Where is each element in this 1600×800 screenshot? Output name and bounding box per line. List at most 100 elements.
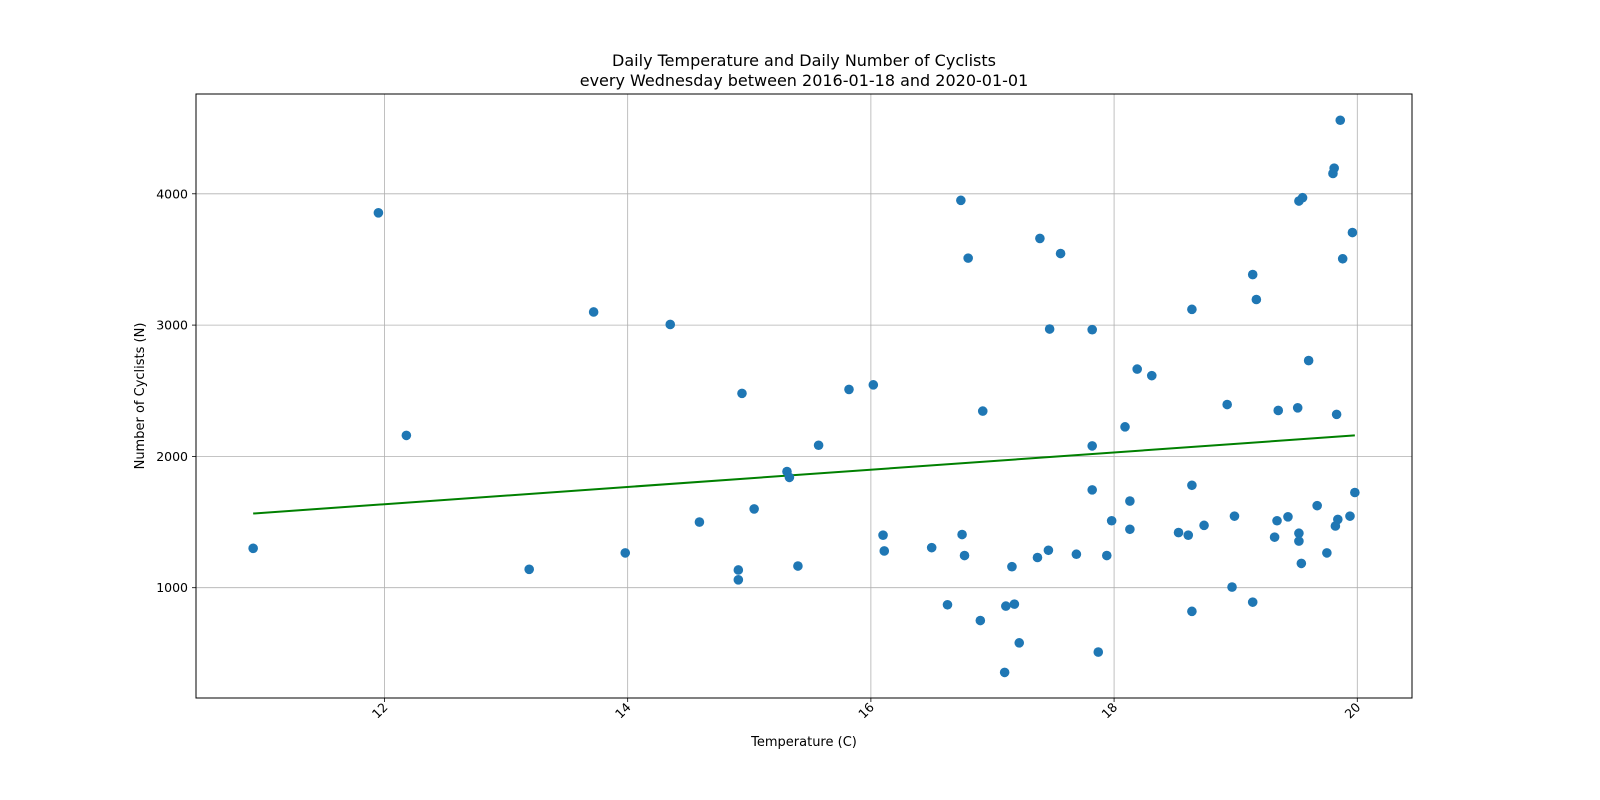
data-point [959,550,970,561]
data-point [1007,561,1017,572]
x-tick-label: 12 [369,700,391,722]
data-point [1032,552,1043,563]
data-point [1227,582,1237,592]
data-point [248,543,258,554]
data-point [1222,399,1232,410]
x-tick-label: 20 [1342,699,1364,721]
data-point [1347,227,1358,238]
data-point [1350,487,1360,498]
data-point [1294,536,1304,546]
data-point [1251,294,1262,305]
data-point [1333,514,1343,525]
data-point [733,565,744,575]
data-point [1269,532,1280,542]
data-point [1322,548,1332,558]
data-point [373,208,384,218]
data-point [1297,192,1308,203]
data-point [665,319,676,330]
data-point [963,253,973,263]
data-point [1247,269,1258,280]
data-point [784,472,795,483]
chart-title-line-2: every Wednesday between 2016-01-18 and 2… [580,71,1029,90]
data-point [813,440,824,451]
data-point [1183,530,1194,540]
y-tick-label: 3000 [156,318,188,333]
data-point [1101,550,1112,561]
data-point [956,195,966,206]
data-point [942,599,953,610]
data-point [1283,512,1293,522]
data-point [1303,355,1314,366]
data-points [248,115,1360,678]
chart-title-line-1: Daily Temperature and Daily Number of Cy… [612,51,996,70]
data-point [878,530,888,540]
data-point [1132,364,1142,374]
data-point [749,504,759,514]
data-point [524,564,534,575]
data-point [1292,403,1303,413]
data-point [879,546,890,556]
data-point [588,307,599,317]
data-point [975,615,986,626]
x-axis-label: Temperature (C) [750,735,857,750]
data-point [1087,324,1097,335]
y-axis-label: Number of Cyclists (N) [133,323,148,470]
regression-line [253,434,1355,515]
data-point [1229,511,1240,521]
data-point [1331,409,1342,420]
data-point [1329,163,1339,173]
data-point [1187,606,1197,617]
data-point [737,388,747,399]
data-point [1247,597,1258,607]
data-point [977,406,988,416]
data-point [1187,304,1197,315]
data-point [1087,485,1097,495]
data-point [1345,511,1355,521]
data-point [1009,599,1020,609]
data-point [1199,520,1209,531]
data-point [694,517,705,527]
data-point [1044,324,1055,334]
y-tick-label: 2000 [156,449,188,464]
data-point [1106,515,1117,526]
data-point [1337,253,1348,264]
data-point [1312,500,1322,511]
data-point [1043,545,1054,556]
data-point [1093,647,1104,657]
data-point [733,575,744,585]
regression-line-group [253,434,1355,515]
data-point [1146,370,1157,381]
grid-lines [196,94,1412,698]
data-point [1294,528,1304,539]
data-point [999,667,1010,678]
data-point [1273,405,1284,416]
data-point [1035,233,1045,244]
axis-ticks: 12 14 16 18 20 1000 2000 3000 4000 [156,186,1363,721]
data-point [401,430,412,441]
y-tick-label: 4000 [156,186,188,201]
data-point [1055,248,1066,259]
x-tick-label: 14 [612,699,634,721]
data-point [1125,496,1135,506]
data-point [620,548,631,558]
x-tick-label: 18 [1098,699,1120,721]
data-point [1173,527,1184,538]
data-point [868,380,879,390]
data-point [957,529,967,540]
data-point [926,542,937,553]
data-point [1001,601,1011,611]
y-tick-label: 1000 [156,580,188,595]
data-point [1335,115,1346,126]
data-point [1014,638,1025,648]
data-point [1187,480,1197,491]
plot-frame [195,93,1413,699]
data-point [1296,558,1307,569]
data-point [793,561,803,571]
data-point [1272,515,1282,526]
data-point [844,384,854,395]
data-point [1120,422,1130,432]
data-point [1087,441,1097,451]
x-tick-label: 16 [855,699,877,721]
data-point [1125,524,1135,535]
